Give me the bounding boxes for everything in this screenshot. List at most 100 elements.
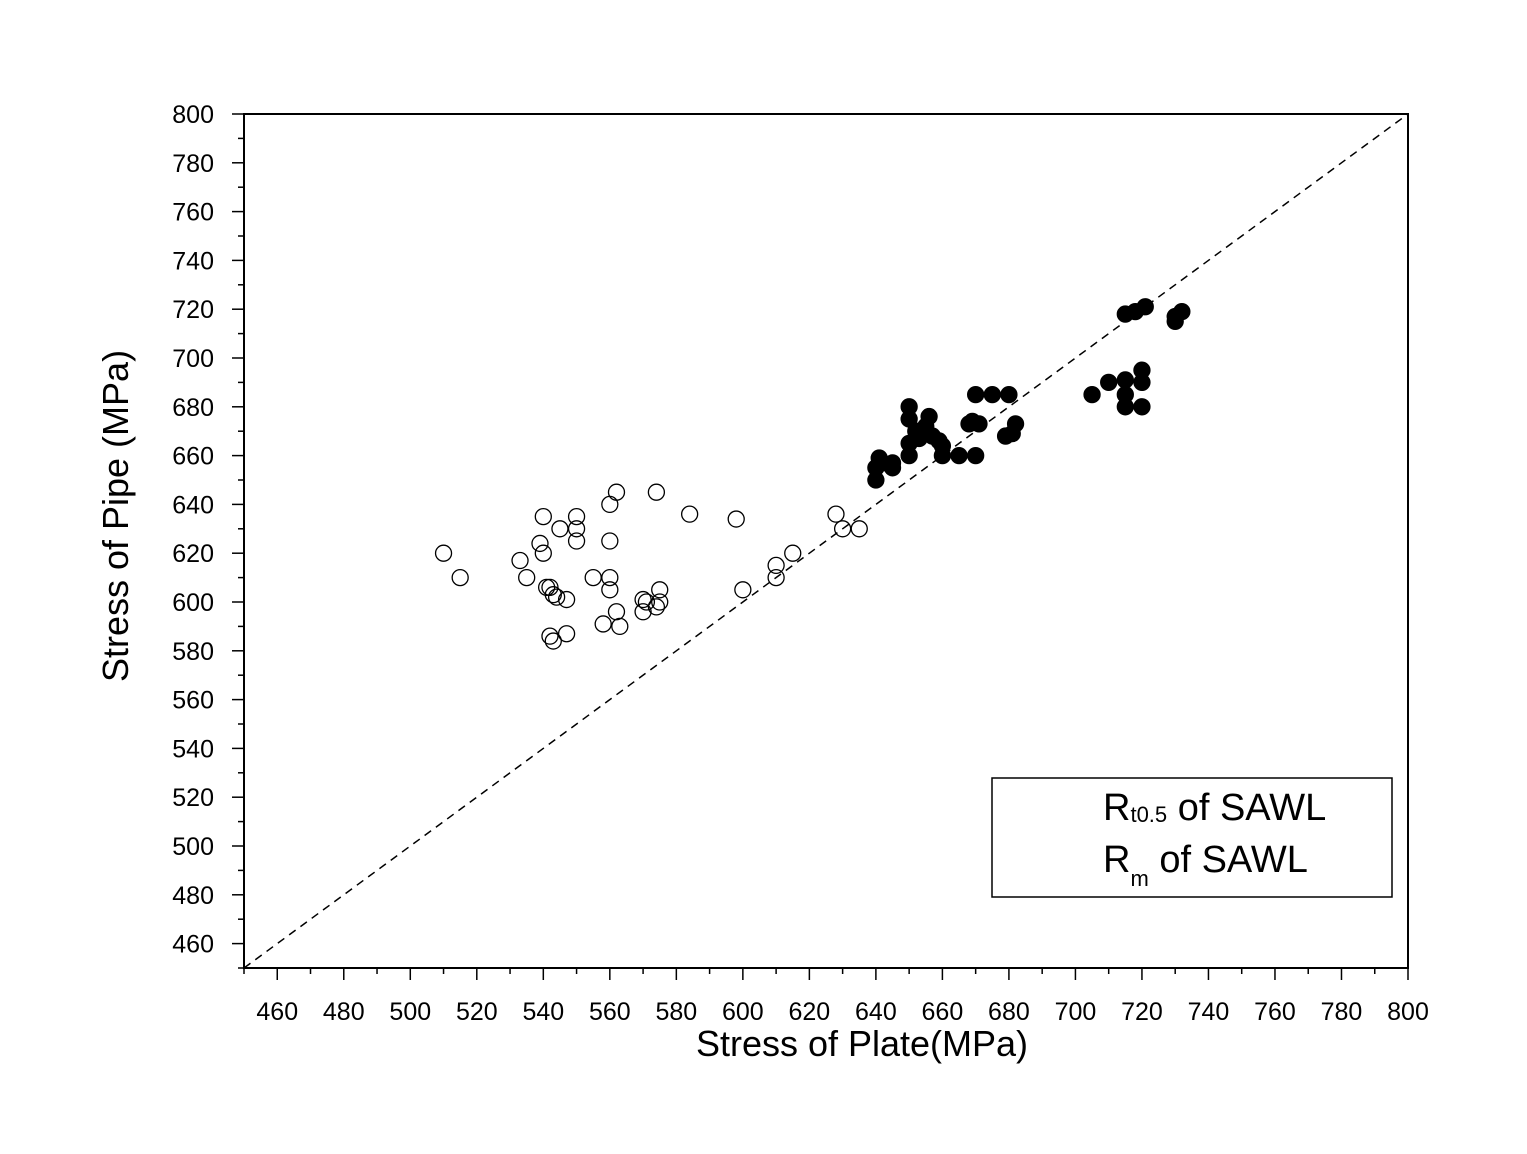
- rt05-point: [767, 556, 785, 575]
- rt05-point: [607, 483, 626, 501]
- y-tick-label: 640: [172, 491, 214, 519]
- points-layer: [434, 298, 1191, 650]
- legend-rm-main: R: [1103, 839, 1130, 881]
- y-tick-label: 480: [172, 882, 214, 910]
- reference-line-layer: [243, 113, 1409, 969]
- rm-point: [1133, 373, 1151, 392]
- rm-point: [1136, 298, 1154, 316]
- legend-rt05-main: R: [1103, 787, 1130, 829]
- rm-point: [933, 446, 952, 465]
- x-tick-label: 800: [1387, 998, 1429, 1026]
- rt05-point: [767, 568, 785, 587]
- y-tick-label: 520: [172, 784, 214, 812]
- rm-point: [1100, 373, 1118, 392]
- rt05-point: [611, 617, 629, 636]
- rt05-point: [833, 520, 852, 538]
- rt05-point: [567, 532, 586, 550]
- rm-point: [1083, 385, 1101, 404]
- x-tick-label: 720: [1121, 998, 1163, 1026]
- rm-point: [1006, 415, 1025, 433]
- rt05-point: [511, 551, 529, 570]
- rm-point: [883, 459, 902, 477]
- rt05-point: [634, 590, 652, 609]
- rm-point: [983, 385, 1001, 404]
- rt05-point: [647, 483, 666, 501]
- rt05-point: [557, 625, 576, 643]
- rm-point: [967, 385, 985, 404]
- y-axis-title: Stress of Pipe (MPa): [95, 350, 136, 682]
- legend-rt05-tail: of SAWL: [1167, 787, 1326, 829]
- ticks-layer: [232, 113, 1409, 980]
- rm-point: [967, 446, 985, 465]
- y-tick-label: 540: [172, 735, 214, 763]
- legend-rm-tail: of SAWL: [1149, 839, 1308, 881]
- x-tick-label: 480: [323, 998, 365, 1026]
- rt05-point: [451, 568, 469, 587]
- rt05-point: [850, 520, 868, 538]
- x-tick-label: 500: [389, 998, 431, 1026]
- y-tick-label: 740: [172, 247, 214, 275]
- rt05-point: [651, 593, 669, 611]
- rt05-point: [601, 568, 619, 587]
- rm-point: [1000, 385, 1018, 404]
- y-tick-label: 680: [172, 394, 214, 422]
- x-tick-label: 560: [589, 998, 631, 1026]
- legend-entry-rm: Rm of SAWL: [1103, 839, 1308, 891]
- y-tick-label: 760: [172, 199, 214, 227]
- x-tick-label: 700: [1055, 998, 1097, 1026]
- rt05-point: [544, 586, 562, 604]
- rm-point: [1133, 398, 1151, 416]
- rt05-point: [534, 544, 552, 562]
- rt05-point: [601, 532, 619, 550]
- legend: Rt0.5 of SAWL Rm of SAWL: [991, 777, 1393, 898]
- rt05-point: [784, 544, 802, 562]
- rt05-point: [827, 505, 845, 523]
- reference-diagonal-line: [243, 113, 1409, 969]
- x-tick-label: 760: [1254, 998, 1296, 1026]
- rt05-point: [557, 590, 576, 609]
- rt05-point: [567, 520, 586, 538]
- legend-box: [991, 777, 1393, 898]
- x-tick-label: 740: [1188, 998, 1230, 1026]
- rt05-point: [607, 603, 626, 621]
- x-tick-label: 520: [456, 998, 498, 1026]
- y-tick-label: 600: [172, 589, 214, 617]
- y-tick-label: 580: [172, 638, 214, 666]
- rt05-point: [634, 603, 652, 621]
- rt05-point: [541, 627, 559, 645]
- x-tick-label: 580: [655, 998, 697, 1026]
- legend-rt05-sub: t0.5: [1130, 802, 1167, 827]
- y-tick-label: 700: [172, 345, 214, 373]
- rt05-point: [534, 507, 552, 526]
- rm-point: [900, 446, 918, 465]
- y-tick-label: 660: [172, 443, 214, 471]
- rt05-point: [531, 534, 549, 553]
- rm-point: [1173, 302, 1191, 321]
- x-tick-label: 680: [988, 998, 1030, 1026]
- y-tick-label: 500: [172, 833, 214, 861]
- legend-rm-sub: m: [1130, 866, 1148, 891]
- rt05-point: [601, 581, 619, 599]
- x-tick-label: 540: [522, 998, 564, 1026]
- y-tick-label: 560: [172, 687, 214, 715]
- rt05-point: [434, 544, 453, 562]
- rt05-point: [734, 581, 752, 599]
- rt05-point: [680, 505, 699, 523]
- rm-point: [1116, 398, 1134, 416]
- legend-entry-rt05: Rt0.5 of SAWL: [1103, 787, 1326, 829]
- y-tick-label: 460: [172, 931, 214, 959]
- rm-point: [1116, 371, 1134, 389]
- x-tick-label: 780: [1321, 998, 1363, 1026]
- x-tick-label: 660: [922, 998, 964, 1026]
- rt05-point: [651, 581, 669, 599]
- x-tick-label: 460: [256, 998, 298, 1026]
- tick-labels-layer: 460 480 500 520 540 560 580 600 620 640 660 680 700 7…: [172, 101, 1429, 1026]
- rt05-point: [637, 593, 656, 611]
- rt05-point: [647, 598, 666, 616]
- rt05-point: [584, 568, 602, 587]
- rt05-point: [541, 578, 559, 597]
- rt05-point: [544, 632, 562, 650]
- rt05-point: [551, 520, 569, 538]
- rm-point: [970, 415, 988, 433]
